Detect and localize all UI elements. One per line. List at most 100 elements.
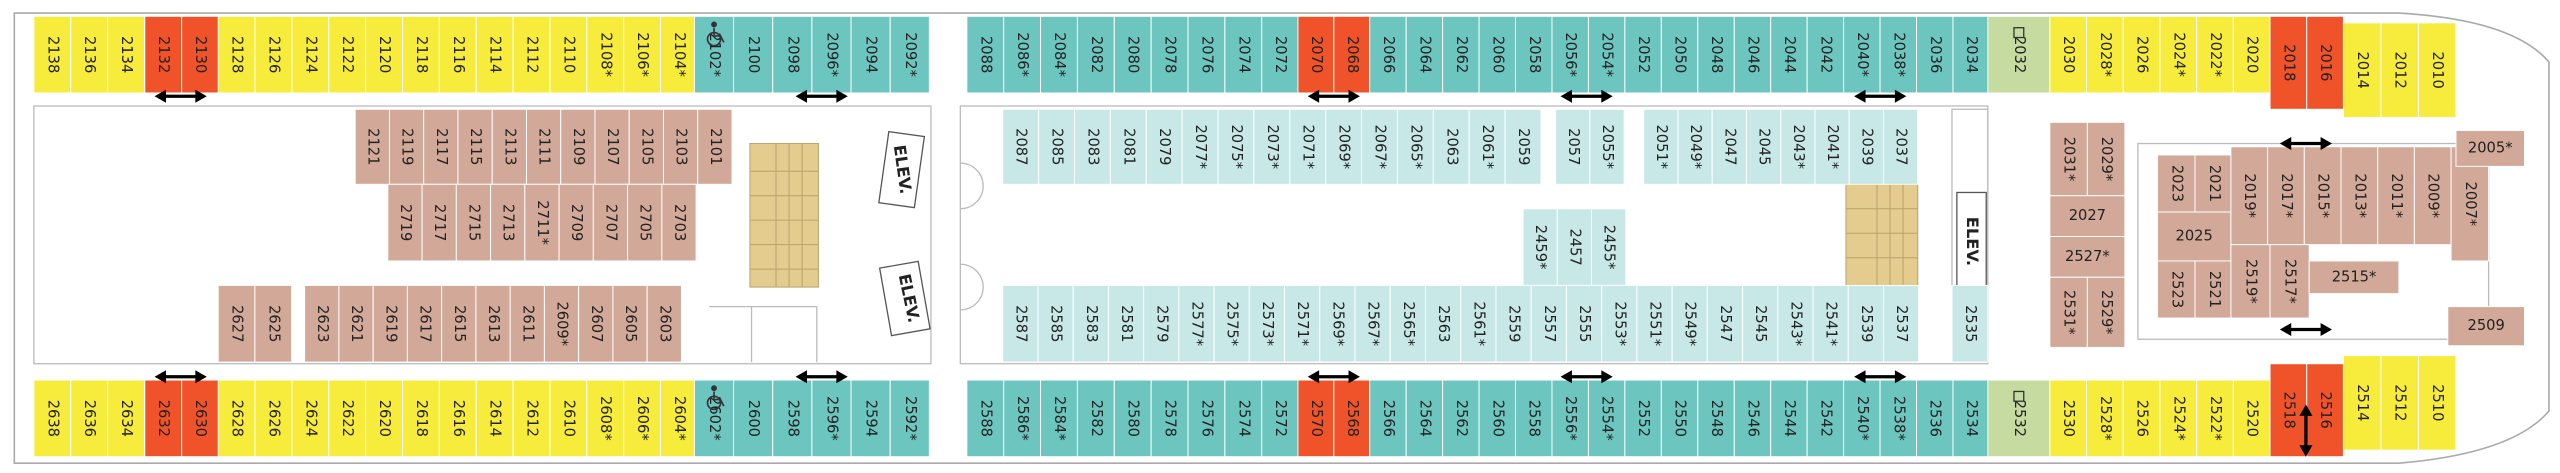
arrow-head [795,89,848,103]
cabin-label: 2041* [1824,124,1841,169]
cabin-label: 2552 [1635,400,1652,437]
cabin-label: 2024* [2170,32,2187,77]
cabin [291,379,330,458]
cabin-label: 2087 [1013,128,1030,165]
cabin-label: 2620 [376,400,393,437]
body [713,391,725,407]
cabin-label: 2009* [2425,173,2442,218]
cabin [733,379,774,458]
cabin [1361,108,1398,185]
cabin [594,108,630,185]
arrow-head [1307,89,1360,103]
cabin [627,183,663,262]
cabin [850,379,891,458]
cabin-label: 2022* [2207,32,2224,77]
cabin [1770,15,1808,94]
cabin-label: 2085 [1049,128,1066,165]
cabin-label: 2103 [673,128,690,165]
cabin-label: 2054* [1599,32,1616,77]
cabin-label: 2607 [588,305,605,342]
cabin-label: 2638 [44,400,61,437]
cabin-label: 2572 [1272,400,1289,437]
cabin [1711,108,1747,185]
cabin-label: 2020 [2244,36,2261,73]
cabin [1843,379,1881,458]
cabin [1076,15,1115,94]
cabin [1706,284,1744,363]
connecting-door [1560,370,1613,384]
cabin-label: 2622 [339,400,356,437]
cabin-label: 2018 [2280,44,2297,81]
cabin [1987,379,2051,458]
cabin-label: 2067* [1371,124,1388,169]
cabin-label: 2110 [560,36,577,73]
cabin [889,15,930,94]
cabin-label: 2537 [1893,305,1910,342]
cabin-label: 2086* [1014,32,1031,77]
cabin [1843,15,1881,94]
cabin [2269,244,2310,319]
cabin [2194,260,2234,319]
cabin-label: 2096* [823,32,840,77]
connecting-door [2299,404,2313,457]
cabin-label: 2545 [1752,305,1769,342]
cabin [304,284,340,363]
cabin [338,284,374,363]
cabin [387,183,423,262]
cabin-label: 2138 [44,36,61,73]
cabin-label: 2531* [2061,290,2078,335]
cabin [525,108,562,185]
cabin-label: 2042 [1817,36,1834,73]
cabin-label: 2571* [1294,301,1311,346]
cabin [2306,363,2344,458]
cabin-label: 2530 [2060,400,2077,437]
cabin-label: 2015* [2315,173,2332,218]
cabin-label: 2098 [784,36,801,73]
cabin-label: 2040* [1854,32,1871,77]
cabin [1530,284,1567,363]
amenity-icon [2013,27,2025,39]
cabin-label: 2037 [1893,128,1910,165]
connecting-door [1307,89,1360,103]
cabin-label: 2036 [1927,36,1944,73]
cabin [144,379,183,458]
cabin-label: 2112 [524,36,541,73]
cabin [1224,379,1263,458]
connecting-door [1560,89,1613,103]
cabin-label: 2013* [2351,173,2368,218]
cabin-label: 2586* [1014,396,1031,441]
cabin-label: 2717 [431,204,448,241]
cabin-label: 2130 [192,36,209,73]
cabin [1213,284,1250,363]
cabin-label: 2066 [1380,36,1397,73]
cabin-label: 2088 [977,36,994,73]
cabin [441,284,477,363]
cabin-label: 2594 [863,400,880,437]
cabin [1181,108,1219,185]
cabin-label: 2115 [467,128,484,165]
cabin-label: 2579 [1153,305,1170,342]
cabin [2157,154,2196,213]
cabin [1389,284,1426,363]
cabin-label: 2584* [1051,396,1068,441]
cabin-label: 2104* [671,32,688,77]
cabin-label: 2715 [465,204,482,241]
cabin [1697,15,1735,94]
cabin-label: 2074 [1235,36,1252,73]
cabin-label: 2705 [637,204,654,241]
cabin-label: 2051* [1653,124,1670,169]
cabin [2159,379,2198,458]
cabin [354,108,390,185]
head [711,385,717,392]
cabin [1916,379,1954,458]
cabin-label: 2118 [413,36,430,73]
cabin [1002,284,1039,363]
cabin [1224,15,1263,94]
cabin-label: 2117 [433,128,450,165]
cabin-label: 2611 [519,305,536,342]
cabin-label: 2574 [1235,400,1252,437]
cabin-label: 2109 [570,128,587,165]
cabin [662,108,699,185]
cabin [1589,108,1625,185]
cabin [33,15,72,94]
